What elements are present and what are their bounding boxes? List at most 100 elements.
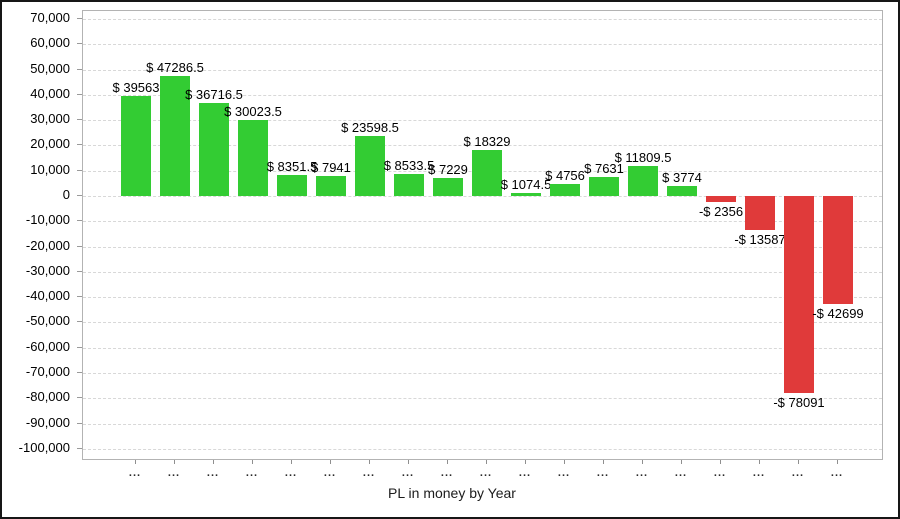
x-tick-label: ... (323, 467, 337, 479)
bar-positive (628, 166, 658, 196)
bar-positive (238, 120, 268, 196)
y-tick-label: -90,000 (25, 414, 70, 430)
bar-negative (784, 196, 814, 394)
x-tick-mark (291, 460, 292, 464)
bar-value-label: $ 1074.5 (500, 177, 552, 193)
x-axis-title: PL in money by Year (388, 485, 516, 501)
x-tick-label: ... (401, 467, 415, 479)
x-tick-label: ... (791, 467, 805, 479)
gridline (83, 44, 882, 46)
bar-value-label: -$ 13587 (734, 232, 786, 248)
y-tick-mark (77, 17, 82, 19)
x-tick-label: ... (557, 467, 571, 479)
y-tick-mark (77, 93, 82, 95)
bar-value-label: -$ 2356 (698, 203, 744, 219)
bar-value-label: $ 39563 (112, 79, 160, 95)
x-tick-label: ... (713, 467, 727, 479)
y-tick-mark (77, 270, 82, 272)
x-tick-label: ... (635, 467, 649, 479)
y-tick-mark (77, 397, 82, 399)
x-tick-label: ... (167, 467, 181, 479)
gridline (83, 398, 882, 400)
x-tick-mark (642, 460, 643, 464)
x-tick-label: ... (596, 467, 610, 479)
gridline (83, 221, 882, 223)
y-tick-label: 50,000 (30, 60, 70, 76)
x-tick-mark (330, 460, 331, 464)
y-tick-mark (77, 68, 82, 70)
gridline (83, 271, 882, 273)
bar-positive (394, 174, 424, 196)
bar-value-label: $ 11809.5 (614, 150, 672, 166)
bar-positive (511, 193, 541, 196)
y-tick-mark (77, 321, 82, 323)
x-tick-label: ... (362, 467, 376, 479)
gridline (83, 246, 882, 248)
bar-positive (199, 103, 229, 196)
bar-value-label: $ 7941 (311, 159, 351, 175)
x-tick-mark (486, 460, 487, 464)
x-tick-label: ... (518, 467, 532, 479)
bar-value-label: $ 3774 (662, 170, 702, 186)
bar-value-label: $ 8351.5 (266, 158, 318, 174)
y-tick-label: -80,000 (25, 389, 70, 405)
y-tick-label: 60,000 (30, 35, 70, 51)
y-tick-label: -30,000 (25, 262, 70, 278)
gridline (83, 373, 882, 375)
x-tick-mark (564, 460, 565, 464)
y-tick-label: 40,000 (30, 85, 70, 101)
gridline (83, 448, 882, 450)
x-tick-mark (369, 460, 370, 464)
y-tick-mark (77, 346, 82, 348)
x-tick-label: ... (752, 467, 766, 479)
y-tick-mark (77, 422, 82, 424)
bar-positive (121, 95, 151, 196)
bar-positive (433, 177, 463, 196)
bar-positive (667, 186, 697, 196)
x-tick-label: ... (674, 467, 688, 479)
x-tick-mark (837, 460, 838, 464)
y-tick-label: -10,000 (25, 212, 70, 228)
gridline (83, 120, 882, 122)
bar-value-label: $ 30023.5 (224, 104, 282, 120)
y-tick-mark (77, 144, 82, 146)
x-tick-mark (798, 460, 799, 464)
gridline (83, 94, 882, 96)
bar-value-label: -$ 42699 (812, 305, 864, 321)
gridline (83, 69, 882, 71)
gridline (83, 18, 882, 20)
x-tick-mark (213, 460, 214, 464)
bar-value-label: $ 8533.5 (383, 158, 435, 174)
bar-positive (472, 149, 502, 196)
bar-value-label: -$ 78091 (773, 395, 825, 411)
x-tick-mark (720, 460, 721, 464)
y-tick-mark (77, 220, 82, 222)
y-tick-mark (77, 447, 82, 449)
x-tick-mark (252, 460, 253, 464)
y-tick-label: -40,000 (25, 288, 70, 304)
bar-value-label: $ 23598.5 (341, 120, 399, 136)
x-tick-mark (408, 460, 409, 464)
x-tick-label: ... (830, 467, 844, 479)
bar-positive (355, 136, 385, 196)
x-tick-label: ... (284, 467, 298, 479)
x-tick-label: ... (128, 467, 142, 479)
y-tick-mark (77, 245, 82, 247)
y-tick-mark (77, 372, 82, 374)
gridline (83, 347, 882, 349)
bar-value-label: $ 18329 (463, 133, 511, 149)
bar-value-label: $ 47286.5 (146, 60, 204, 76)
bar-negative (823, 196, 853, 304)
x-tick-mark (447, 460, 448, 464)
y-tick-label: -20,000 (25, 237, 70, 253)
y-tick-label: -60,000 (25, 338, 70, 354)
x-tick-mark (759, 460, 760, 464)
bar-positive (589, 176, 619, 196)
y-tick-label: 10,000 (30, 161, 70, 177)
bar-value-label: $ 7631 (584, 160, 624, 176)
x-tick-label: ... (206, 467, 220, 479)
y-tick-label: 20,000 (30, 136, 70, 152)
x-tick-mark (135, 460, 136, 464)
bar-value-label: $ 7229 (428, 161, 468, 177)
